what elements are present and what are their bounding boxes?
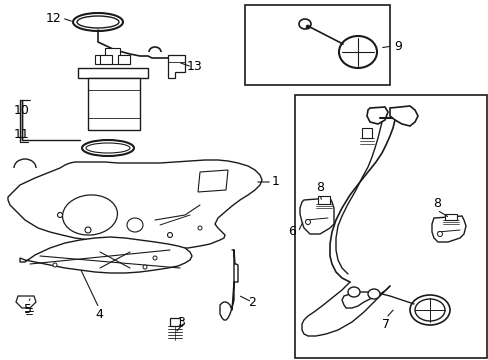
Polygon shape bbox=[95, 48, 130, 64]
Polygon shape bbox=[444, 214, 456, 220]
Ellipse shape bbox=[153, 256, 157, 260]
Polygon shape bbox=[78, 68, 148, 78]
Ellipse shape bbox=[409, 295, 449, 325]
Text: 5: 5 bbox=[24, 303, 32, 316]
Polygon shape bbox=[317, 196, 329, 204]
Text: 3: 3 bbox=[177, 315, 184, 328]
Ellipse shape bbox=[58, 212, 62, 217]
Ellipse shape bbox=[142, 265, 147, 269]
Polygon shape bbox=[198, 170, 227, 192]
Ellipse shape bbox=[127, 218, 142, 232]
Ellipse shape bbox=[73, 13, 123, 31]
Polygon shape bbox=[168, 55, 184, 78]
Ellipse shape bbox=[77, 16, 119, 28]
Ellipse shape bbox=[305, 220, 310, 225]
Text: 9: 9 bbox=[393, 40, 401, 53]
Ellipse shape bbox=[414, 299, 444, 321]
Ellipse shape bbox=[53, 263, 57, 267]
Polygon shape bbox=[431, 216, 465, 242]
Polygon shape bbox=[389, 106, 417, 126]
Text: 1: 1 bbox=[271, 175, 279, 189]
Text: 7: 7 bbox=[381, 318, 389, 331]
Ellipse shape bbox=[298, 19, 310, 29]
Polygon shape bbox=[294, 95, 486, 358]
Text: 11: 11 bbox=[14, 129, 30, 141]
Polygon shape bbox=[20, 237, 192, 273]
Text: 13: 13 bbox=[186, 60, 203, 73]
Text: 6: 6 bbox=[287, 225, 295, 238]
Polygon shape bbox=[16, 296, 36, 308]
Ellipse shape bbox=[82, 140, 134, 156]
Polygon shape bbox=[366, 107, 387, 124]
Text: 10: 10 bbox=[14, 104, 30, 117]
Ellipse shape bbox=[338, 36, 376, 68]
Text: 8: 8 bbox=[315, 181, 324, 194]
Text: 4: 4 bbox=[95, 308, 103, 321]
Polygon shape bbox=[100, 55, 112, 64]
Ellipse shape bbox=[85, 227, 91, 233]
Ellipse shape bbox=[86, 143, 130, 153]
Polygon shape bbox=[361, 128, 371, 138]
Ellipse shape bbox=[305, 25, 309, 29]
Text: 12: 12 bbox=[46, 12, 61, 24]
Ellipse shape bbox=[347, 287, 359, 297]
Ellipse shape bbox=[367, 289, 379, 299]
Ellipse shape bbox=[167, 233, 172, 238]
Polygon shape bbox=[244, 5, 389, 85]
Text: 2: 2 bbox=[247, 296, 255, 309]
Polygon shape bbox=[118, 55, 130, 64]
Polygon shape bbox=[299, 198, 333, 234]
Polygon shape bbox=[88, 78, 140, 130]
Ellipse shape bbox=[437, 231, 442, 237]
Polygon shape bbox=[170, 318, 180, 326]
Text: 8: 8 bbox=[432, 197, 440, 210]
Polygon shape bbox=[8, 160, 262, 248]
Ellipse shape bbox=[198, 226, 202, 230]
Ellipse shape bbox=[62, 195, 117, 235]
